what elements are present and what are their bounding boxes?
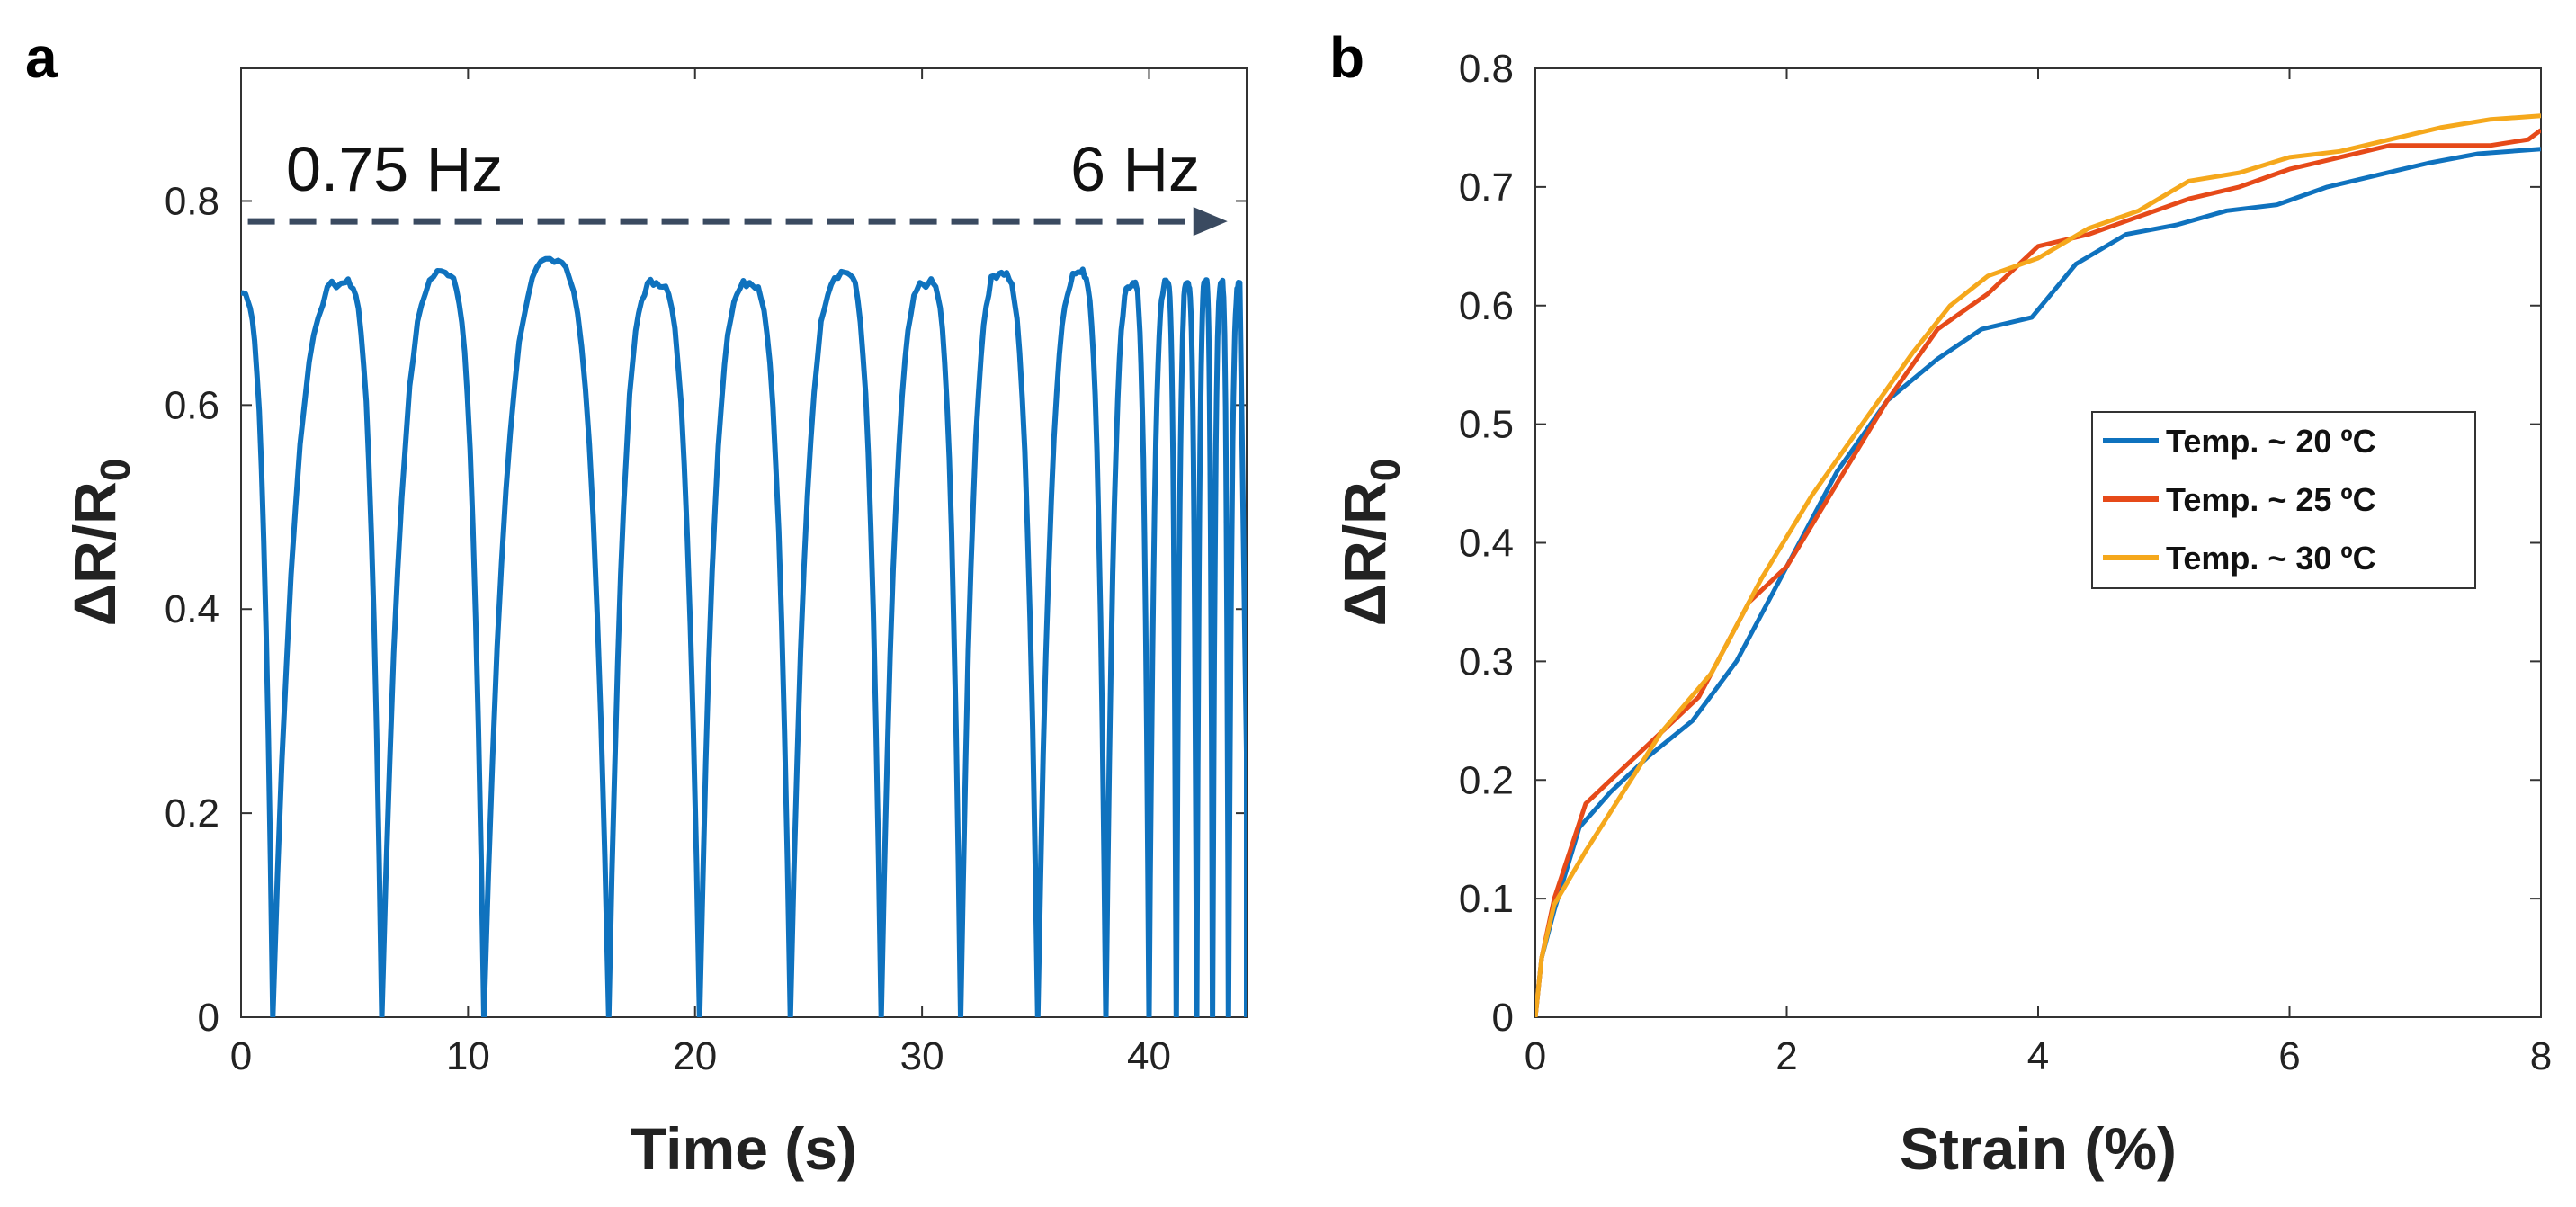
series-20c-line [1535,147,2541,1017]
legend: Temp. ~ 20 ºC Temp. ~ 25 ºC Temp. ~ 30 º… [2091,411,2476,589]
panel-a-y-ticks: 0 0.2 0.4 0.6 0.8 [165,179,1247,1040]
y-tick-label: 0.2 [165,791,219,836]
panel-a-signal-line [241,255,1247,1017]
panel-label-a: a [25,25,58,90]
panel-a-y-label-main: ΔR/R [61,481,128,626]
x-tick-label: 20 [673,1034,717,1078]
x-tick-label: 0 [230,1034,252,1078]
panel-b-x-axis-label: Strain (%) [1900,1115,2177,1182]
y-tick-label: 0.5 [1459,403,1514,447]
panel-b-y-label-sub: 0 [1362,459,1409,482]
y-tick-label: 0.4 [1459,522,1514,566]
panel-a-y-label-sub: 0 [92,459,139,482]
panel-label-b: b [1329,25,1364,90]
x-tick-label: 2 [1775,1034,1797,1078]
y-tick-label: 0.6 [1459,284,1514,328]
y-tick-label: 0.4 [165,587,219,631]
x-tick-label: 30 [900,1034,944,1078]
panel-a-y-axis-label: ΔR/R0 [61,459,139,627]
annotation-start-frequency: 0.75 Hz [286,134,503,204]
legend-label-25c: Temp. ~ 25 ºC [2166,481,2376,518]
y-tick-label: 0.2 [1459,758,1514,802]
x-tick-label: 6 [2278,1034,2300,1078]
panel-a-x-ticks: 0 10 20 30 40 [230,68,1171,1078]
x-tick-label: 40 [1127,1034,1171,1078]
panel-b-series-lines [1535,113,2541,1017]
svg-text:ΔR/R0: ΔR/R0 [1331,459,1409,627]
y-tick-label: 0.7 [1459,165,1514,210]
x-tick-label: 10 [446,1034,490,1078]
panel-b-y-ticks: 0 0.1 0.2 0.3 0.4 0.5 0.6 0.7 0.8 [1459,47,2541,1040]
y-tick-label: 0.6 [165,383,219,427]
x-tick-label: 8 [2530,1034,2552,1078]
series-30c-line [1535,113,2541,1017]
x-tick-label: 4 [2027,1034,2049,1078]
y-tick-label: 0.3 [1459,639,1514,684]
legend-label-20c: Temp. ~ 20 ºC [2166,423,2376,460]
panel-a-axes-box [240,67,1248,1018]
panel-b: b 0 0.1 0.2 0.3 0.4 0.5 0.6 0.7 0.8 0 2 4 6 8 Temp. … [1329,25,2552,1182]
y-tick-label: 0.8 [165,179,219,223]
legend-label-30c: Temp. ~ 30 ºC [2166,540,2376,577]
panel-a-x-axis-label: Time (s) [631,1115,857,1182]
x-tick-label: 0 [1525,1034,1546,1078]
arrow-head-icon [1193,207,1228,237]
panel-b-x-ticks: 0 2 4 6 8 [1525,68,2552,1078]
y-tick-label: 0.8 [1459,47,1514,91]
panel-b-y-label-main: ΔR/R [1331,481,1398,626]
svg-text:ΔR/R0: ΔR/R0 [61,459,139,627]
panel-a: a 0 0.2 0.4 0.6 0.8 0 10 20 30 40 0.75 Hz 6 Hz T… [25,25,1248,1182]
annotation-end-frequency: 6 Hz [1070,134,1200,204]
y-tick-label: 0 [198,996,219,1040]
y-tick-label: 0.1 [1459,877,1514,921]
y-tick-label: 0 [1492,996,1514,1040]
series-25c-line [1535,128,2541,1017]
panel-b-y-axis-label: ΔR/R0 [1331,459,1409,627]
